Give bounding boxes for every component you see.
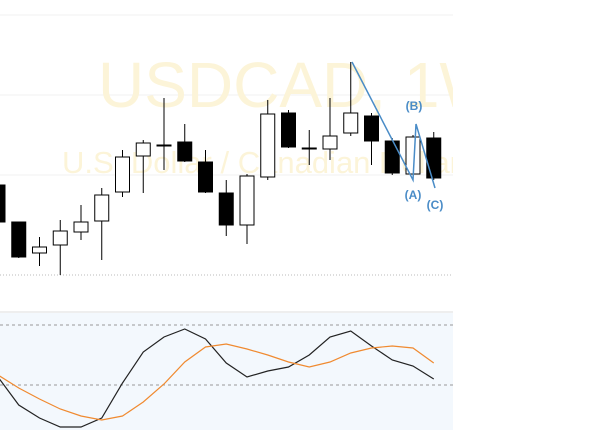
watermark-title: USDCAD, 1W [98, 49, 500, 121]
candle-body [218, 192, 234, 226]
candle-body [115, 156, 130, 193]
wave-label: (B) [406, 99, 423, 113]
wave-label: (A) [405, 188, 422, 202]
indicator-background [0, 313, 453, 430]
indicator-line [0, 328, 435, 428]
candle-body [0, 184, 6, 223]
candle-body [52, 230, 68, 246]
candle-body [364, 115, 379, 142]
candle-body [343, 112, 359, 134]
candle-body [156, 144, 172, 147]
candle-body [426, 137, 442, 179]
candle-body [260, 113, 276, 178]
candle-body [32, 246, 47, 254]
candle-body [198, 161, 213, 193]
candle-body [177, 141, 193, 162]
candle-body [281, 112, 296, 148]
wave-line [351, 61, 436, 189]
indicator [0, 324, 453, 428]
indicator-line [0, 343, 435, 421]
elliott-annotation: (A) (B) (C) [351, 61, 444, 212]
candle-body [239, 175, 255, 226]
candle-body [135, 142, 151, 157]
candle-body [301, 147, 317, 150]
candle-body [94, 194, 110, 222]
candles [0, 62, 442, 275]
candle-body [322, 135, 338, 150]
candle-body [73, 221, 89, 233]
candle-body [11, 221, 27, 258]
wave-label: (C) [427, 198, 444, 212]
candle-body [384, 140, 400, 174]
